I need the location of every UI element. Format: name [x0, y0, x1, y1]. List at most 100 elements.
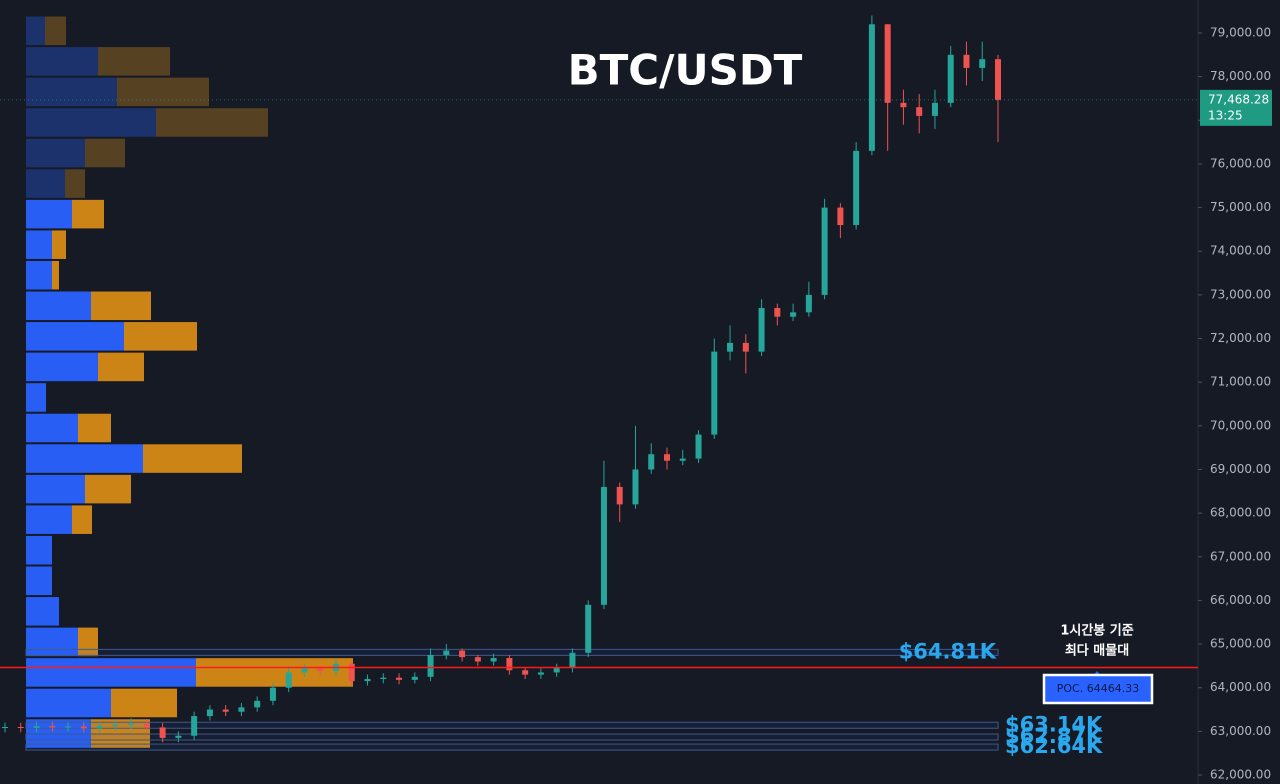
volume-profile — [26, 16, 353, 748]
candle-body — [206, 709, 213, 717]
candle-body — [853, 150, 860, 226]
candle-body — [191, 716, 198, 736]
level-label: $62.64K — [1005, 734, 1103, 758]
profile-bar — [91, 291, 151, 321]
candle-body — [175, 735, 182, 738]
candle-body — [269, 687, 276, 701]
candle-body — [427, 654, 434, 677]
profile-bar — [52, 230, 66, 259]
profile-bar — [26, 260, 52, 290]
candle-body — [459, 650, 466, 658]
levels: $64.81K $63.14K$62.87K$62.64K — [25, 639, 1103, 758]
profile-bar — [78, 413, 111, 443]
candle-body — [947, 54, 954, 103]
candle-body — [711, 351, 718, 435]
profile-bar — [85, 474, 131, 504]
level-box — [25, 733, 999, 741]
profile-bar — [45, 16, 66, 46]
candle-body — [285, 672, 292, 688]
profile-bar — [156, 108, 268, 137]
candle-body — [411, 676, 418, 680]
candle-body — [868, 24, 875, 151]
profile-bar — [26, 77, 117, 107]
y-tick-label: 64,000.00 — [1210, 680, 1271, 694]
profile-bar — [26, 138, 85, 168]
candle-body — [49, 726, 56, 728]
y-tick-label: 72,000.00 — [1210, 331, 1271, 345]
y-tick-label: 66,000.00 — [1210, 593, 1271, 607]
candle-body — [443, 650, 450, 655]
candle-body — [317, 668, 324, 672]
candle-body — [600, 486, 607, 605]
profile-bar — [26, 322, 124, 351]
note: 최다 매물대 — [1065, 643, 1129, 659]
profile-bar — [26, 597, 59, 626]
profile-bar — [72, 199, 104, 229]
candle-body — [96, 726, 103, 729]
candles — [2, 15, 1001, 743]
last-price-tag — [1200, 89, 1272, 126]
y-tick-label: 62,000.00 — [1210, 768, 1271, 782]
candle-body — [506, 658, 513, 671]
level-label: $62.87K — [1005, 724, 1103, 748]
candle-body — [65, 726, 72, 728]
candle-body — [742, 342, 749, 352]
candle-body — [17, 726, 24, 728]
candle-body — [522, 670, 529, 675]
candle-body — [254, 700, 261, 708]
candle-body — [727, 342, 734, 352]
candle-body — [80, 726, 87, 729]
candle-body — [679, 458, 686, 461]
candle-body — [238, 707, 245, 712]
candle-body — [900, 102, 907, 108]
candle-body — [301, 668, 308, 673]
profile-bar — [26, 505, 72, 534]
poc-label: POC. 64464.33 — [1057, 682, 1139, 695]
profile-bar — [26, 474, 85, 504]
profile-bar — [26, 413, 78, 443]
y-tick-label: 63,000.00 — [1210, 724, 1271, 738]
profile-bar — [26, 566, 52, 596]
candle-body — [695, 434, 702, 459]
candle-body — [979, 59, 986, 68]
candle-body — [490, 658, 497, 662]
level-label: $63.14K — [1005, 712, 1103, 736]
profile-bar — [85, 138, 125, 168]
candle-body — [632, 469, 639, 505]
profile-bar — [26, 444, 143, 473]
candle-body — [380, 677, 387, 679]
profile-bar — [65, 169, 85, 198]
profile-bar — [143, 444, 242, 473]
candle-body — [963, 54, 970, 68]
candle-body — [143, 723, 150, 728]
profile-bar — [52, 260, 59, 290]
profile-bar — [117, 77, 209, 107]
candle-body — [837, 207, 844, 226]
profile-bar — [26, 47, 98, 76]
level-box — [25, 721, 999, 729]
candle-body — [884, 24, 891, 103]
profile-bar — [98, 47, 170, 76]
y-tick-label: 69,000.00 — [1210, 462, 1271, 476]
y-tick-label: 73,000.00 — [1210, 287, 1271, 301]
candle-body — [569, 652, 576, 669]
countdown: 13:25 — [1208, 108, 1243, 122]
profile-bar — [98, 352, 144, 382]
candle-body — [222, 709, 229, 712]
profile-bar — [26, 199, 72, 229]
candle-body — [931, 102, 938, 116]
profile-bar — [26, 383, 46, 412]
profile-bar — [26, 352, 98, 382]
candle-body — [2, 726, 8, 728]
candle-body — [348, 663, 355, 682]
profile-bar — [26, 108, 156, 137]
last-price-label: 77,468.28 — [1208, 92, 1269, 106]
candle-body — [664, 454, 670, 461]
y-tick-label: 76,000.00 — [1210, 156, 1271, 170]
y-tick-label: 74,000.00 — [1210, 244, 1271, 258]
y-tick-label: 65,000.00 — [1210, 637, 1271, 651]
candle-body — [112, 724, 119, 727]
y-tick-label: 71,000.00 — [1210, 375, 1271, 389]
profile-bar — [111, 688, 177, 718]
